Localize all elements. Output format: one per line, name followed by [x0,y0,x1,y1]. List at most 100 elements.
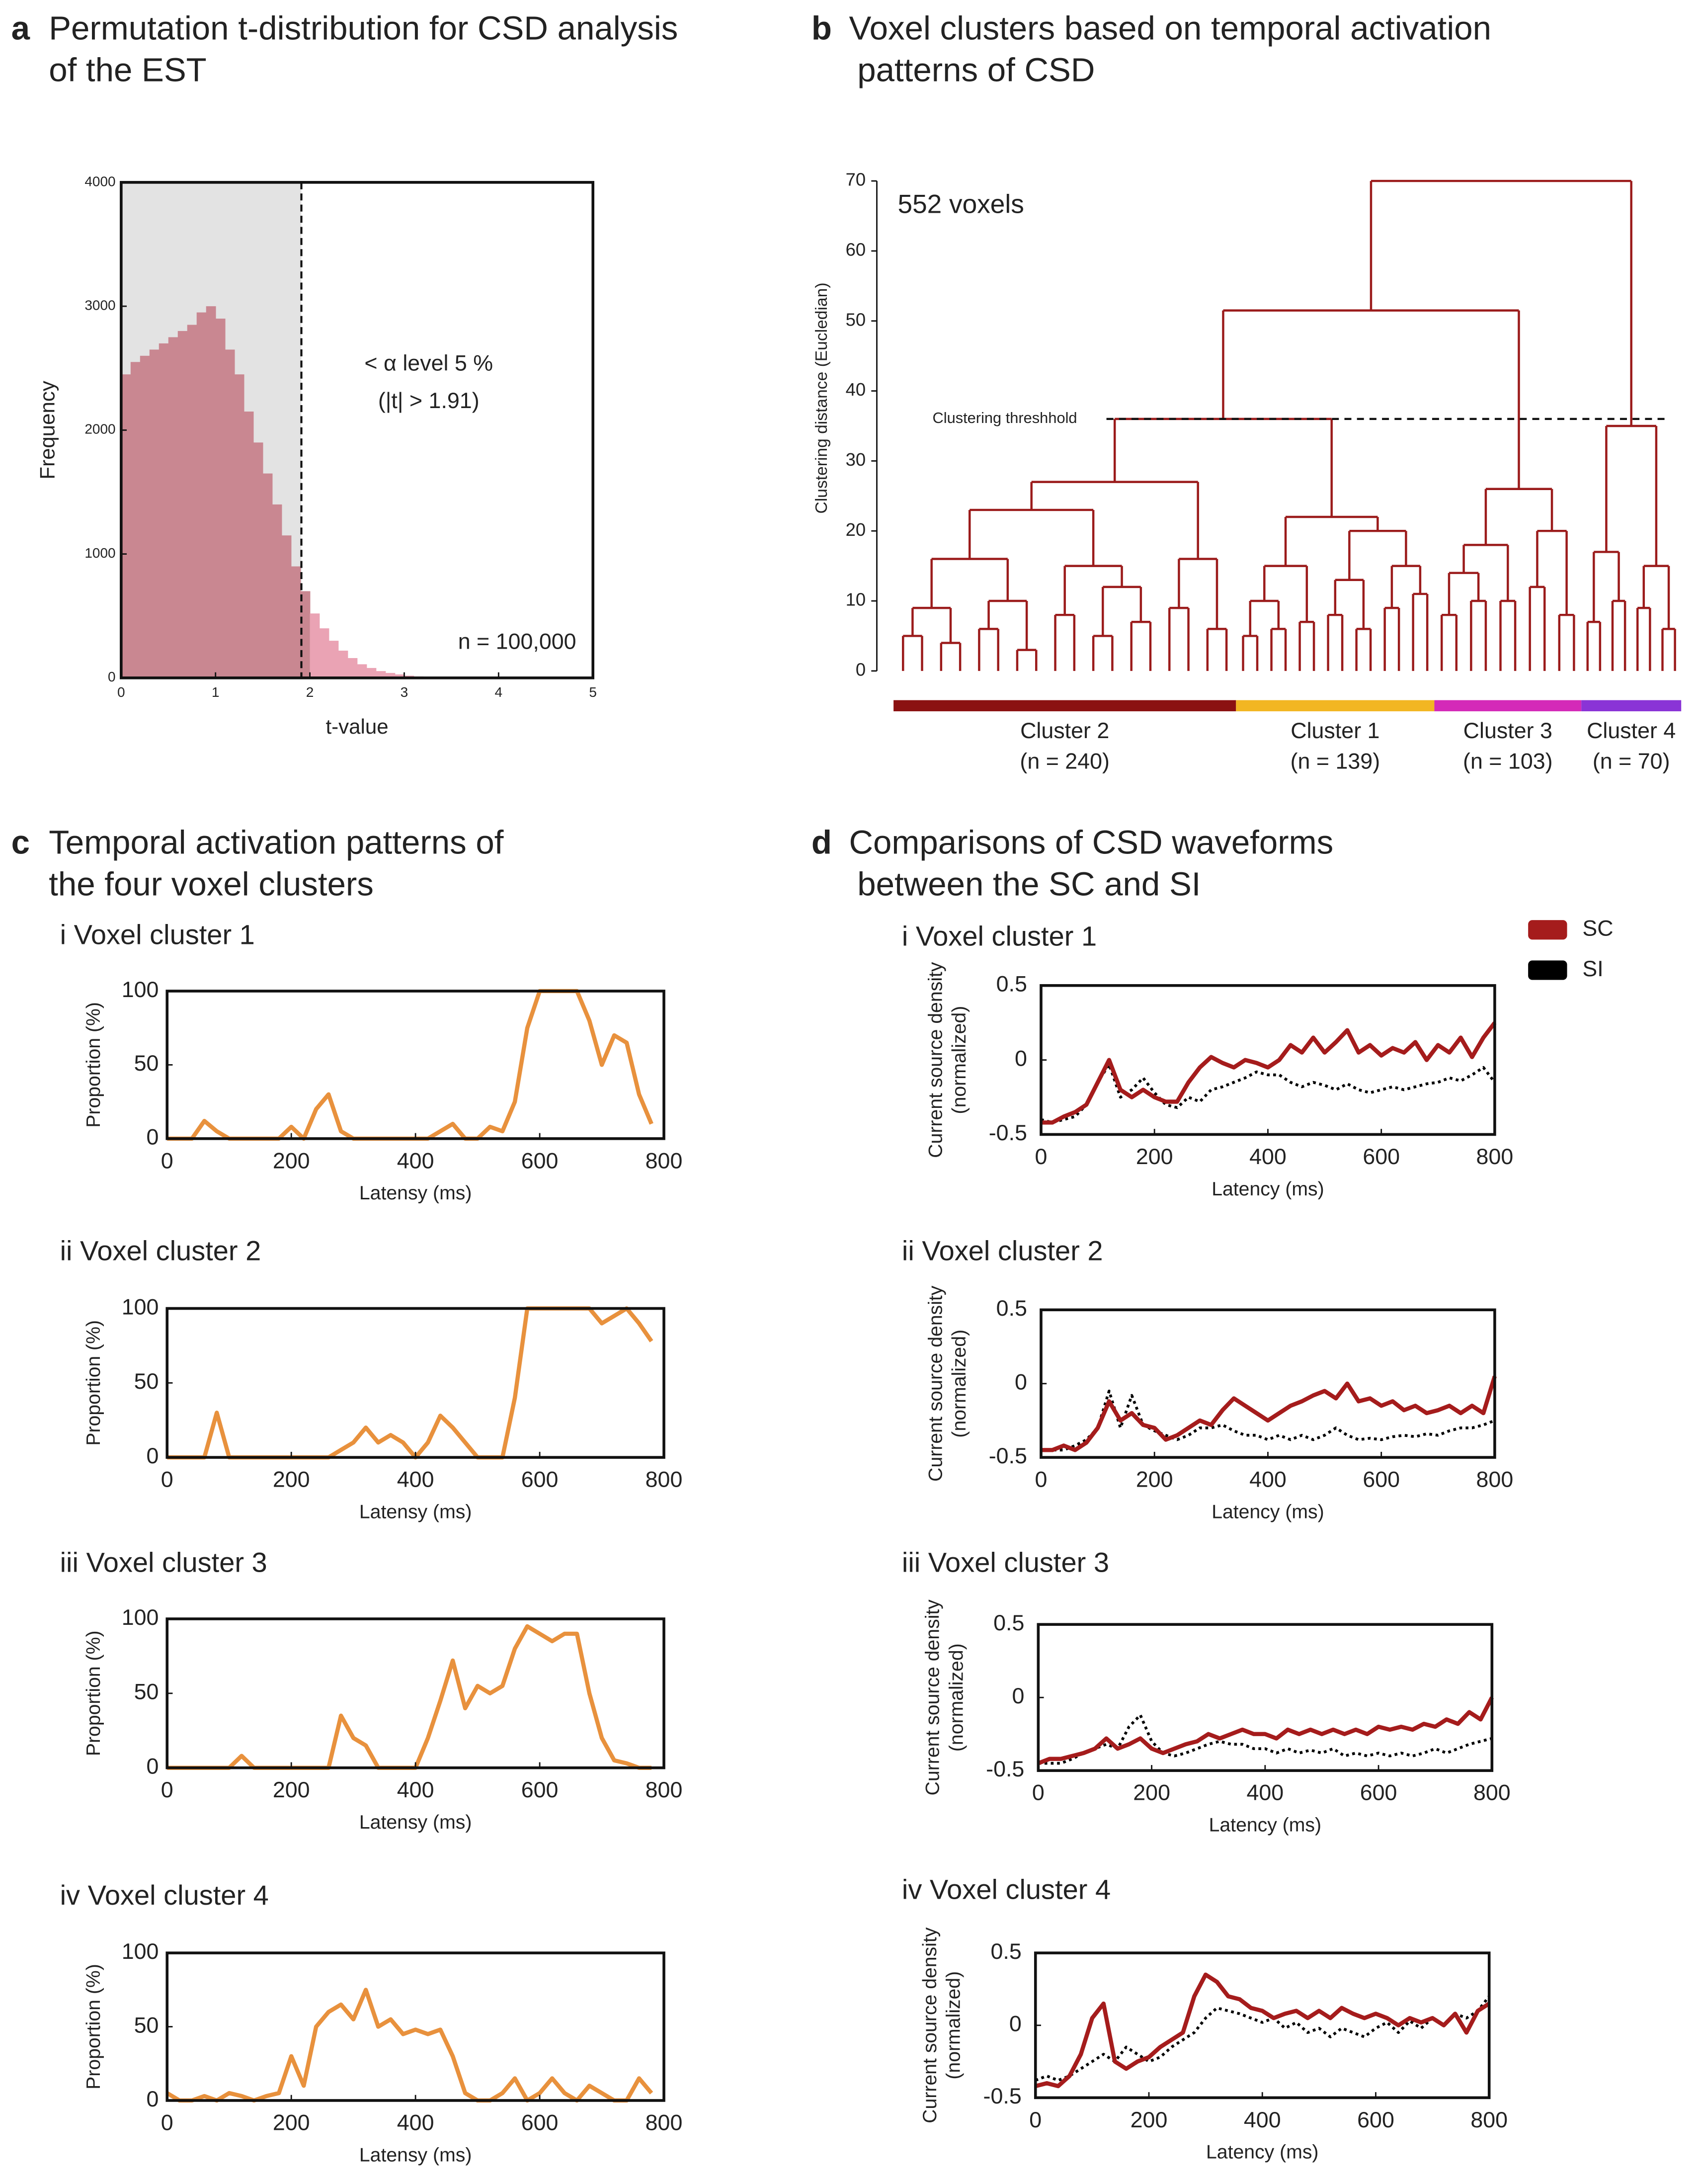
data-line [167,989,653,1141]
y-tick-label: 0.5 [996,1296,1027,1321]
panel-title: Comparisons of CSD waveforms [849,824,1334,861]
data-line [1037,1696,1494,1765]
x-tick-label: 800 [646,1467,683,1492]
histogram-bar [366,668,377,678]
histogram-bar [177,331,188,678]
y-tick-label: 50 [134,1369,159,1394]
cluster-bar [1581,700,1682,712]
y-tick-label: 0 [108,669,116,684]
y-axis-label: Proportion (%) [83,1631,104,1757]
x-tick-label: 200 [273,1777,310,1802]
y-tick-label: 50 [134,1680,159,1704]
histogram-bar [215,319,226,678]
cluster-bar [1236,700,1435,712]
panel-title: patterns of CSD [857,51,1095,88]
histogram-bar [130,362,141,678]
x-axis-label: t-value [325,715,388,738]
y-tick-label: 0 [147,1125,159,1150]
x-tick-label: 600 [521,1148,559,1173]
y-tick-label: -0.5 [986,1757,1024,1781]
legend-swatch [1528,960,1567,980]
y-tick-label: -0.5 [989,1443,1027,1468]
panel-title: between the SC and SI [857,866,1201,903]
cluster-bar [893,700,1236,712]
y-tick-label: 50 [134,1051,159,1076]
x-tick-label: 800 [646,1777,683,1802]
data-line [1038,1713,1493,1765]
x-tick-label: 200 [1131,2107,1168,2132]
y-tick-label: 0.5 [996,972,1027,997]
x-tick-label: 400 [397,2110,434,2135]
cluster-label: Cluster 3 [1463,718,1552,743]
x-axis-label: Latency (ms) [1212,1178,1324,1200]
x-axis-label: Latensy (ms) [359,2144,472,2166]
panel-letter: b [811,9,832,47]
plot-frame [1040,1308,1496,1459]
panel-title: the four voxel clusters [49,866,374,903]
data-line [1041,1389,1495,1452]
histogram-bar [225,349,235,678]
y-axis-label: (normalized) [949,1006,970,1114]
y-tick-label: 0 [147,1443,159,1468]
y-tick-label: 100 [122,977,159,1002]
data-line [167,1624,652,1770]
x-tick-label: 600 [1357,2107,1394,2132]
x-tick-label: 800 [1476,1144,1514,1169]
x-tick-label: 3 [401,684,408,700]
y-tick-label: 0 [1015,1370,1027,1395]
x-axis-label: Latency (ms) [1209,1815,1321,1836]
x-tick-label: 200 [1133,1780,1170,1805]
x-tick-label: 400 [1244,2107,1281,2132]
x-tick-label: 600 [521,2110,559,2135]
x-tick-label: 400 [1249,1144,1287,1169]
cluster-bar [1434,700,1582,712]
y-axis-label: Clustering distance (Eucledian) [812,282,831,513]
cluster-size: (n = 139) [1291,749,1380,774]
x-axis-label: Latency (ms) [1206,2142,1318,2163]
subplot-title: iv Voxel cluster 4 [60,1879,269,1911]
y-tick-label: 0 [1009,2012,1022,2036]
histogram-bar [149,349,160,678]
x-tick-label: 600 [1363,1144,1400,1169]
x-tick-label: 1 [212,684,220,700]
histogram-bar [187,325,197,678]
histogram-bar [121,374,131,678]
y-axis-label: Proportion (%) [83,1320,104,1446]
cluster-label: Cluster 1 [1291,718,1379,743]
x-tick-label: 0 [161,1148,173,1173]
cluster-size: (n = 103) [1463,749,1553,774]
y-tick-label: 40 [846,379,866,400]
cluster-size: (n = 70) [1593,749,1670,774]
y-tick-label: -0.5 [989,1120,1027,1145]
histogram-bar [159,343,169,678]
x-tick-label: 0 [117,684,125,700]
subplot-title: i Voxel cluster 1 [60,919,255,950]
panel-title: Voxel clusters based on temporal activat… [849,9,1492,47]
y-tick-label: 0 [856,659,866,679]
panel-letter: c [11,824,30,861]
threshold-label: Clustering threshhold [933,409,1077,426]
y-axis-label: Current source density [925,1285,946,1482]
histogram-bar [253,442,263,678]
subplot-title: ii Voxel cluster 2 [60,1235,261,1266]
x-axis-label: Latensy (ms) [359,1812,472,1833]
histogram-bar [347,658,358,678]
data-line [1035,1995,1490,2082]
x-tick-label: 200 [1136,1467,1173,1492]
histogram-bar [243,411,254,678]
x-tick-label: 400 [1246,1780,1284,1805]
y-tick-label: -0.5 [983,2084,1022,2108]
panel-letter: a [11,9,30,47]
data-line [1035,1972,1490,2089]
histogram-bar [206,306,216,678]
x-tick-label: 0 [1035,1144,1048,1169]
y-tick-label: 2000 [84,421,115,437]
y-tick-label: 50 [134,2013,159,2037]
histogram-bar [281,535,292,678]
x-tick-label: 0 [1035,1467,1048,1492]
x-tick-label: 0 [1029,2107,1042,2132]
x-tick-label: 400 [397,1148,434,1173]
y-tick-label: 100 [122,1294,159,1319]
x-tick-label: 600 [1360,1780,1397,1805]
